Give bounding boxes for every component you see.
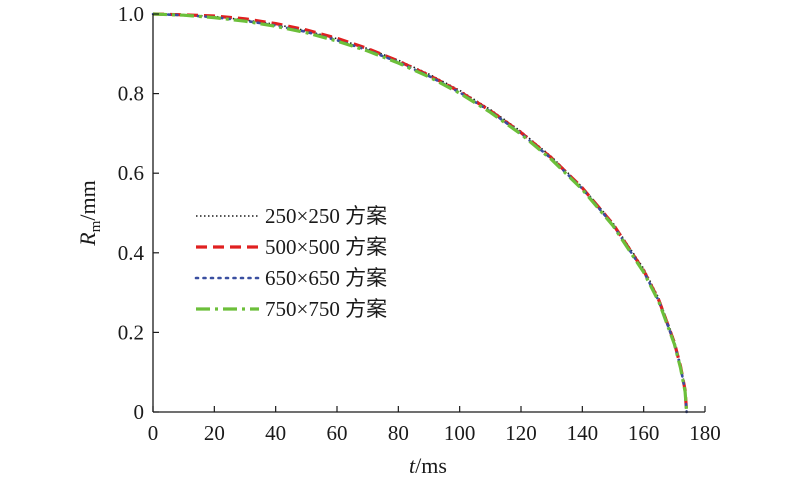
legend: 250×250 方案 500×500 方案 650×650 方案 750×750 方案 [194, 204, 387, 321]
x-axis-label: t/ms [409, 453, 447, 478]
y-axis-label-var: R [75, 232, 100, 247]
legend-label-3: 650×650 方案 [265, 266, 387, 290]
x-tick-label: 40 [265, 421, 286, 445]
x-tick-label: 180 [689, 421, 721, 445]
y-tick-label: 0 [134, 400, 145, 424]
y-tick-label: 1.0 [118, 2, 144, 26]
legend-label-2: 500×500 方案 [265, 235, 387, 259]
series-line-4 [152, 12, 689, 413]
y-axis-label-unit: /mm [75, 180, 100, 220]
x-tick-label: 60 [327, 421, 348, 445]
y-tick-label: 0.4 [118, 241, 145, 265]
y-tick-label: 0.8 [118, 82, 144, 106]
y-axis-label: Rm/mm [75, 180, 104, 246]
x-tick-label: 140 [567, 421, 599, 445]
x-axis-label-unit: /ms [415, 453, 447, 478]
axes-layer: 0 20 40 60 80 100 120 140 160 180 0 0.2 0.4 0.6 0.8 1.0 [118, 2, 721, 445]
x-tick-label: 0 [148, 421, 159, 445]
x-tick-label: 80 [388, 421, 409, 445]
x-tick-label: 100 [444, 421, 476, 445]
x-tick-label: 160 [628, 421, 660, 445]
series-layer [151, 12, 689, 414]
x-tick-label: 120 [505, 421, 537, 445]
y-tick-label: 0.2 [118, 320, 144, 344]
y-axis-label-sub: m [88, 220, 104, 232]
legend-label-1: 250×250 方案 [265, 204, 387, 228]
legend-label-4: 750×750 方案 [265, 297, 387, 321]
x-tick-label: 20 [204, 421, 225, 445]
y-tick-label: 0.6 [118, 161, 144, 185]
x-axis-label-var: t [409, 453, 416, 478]
